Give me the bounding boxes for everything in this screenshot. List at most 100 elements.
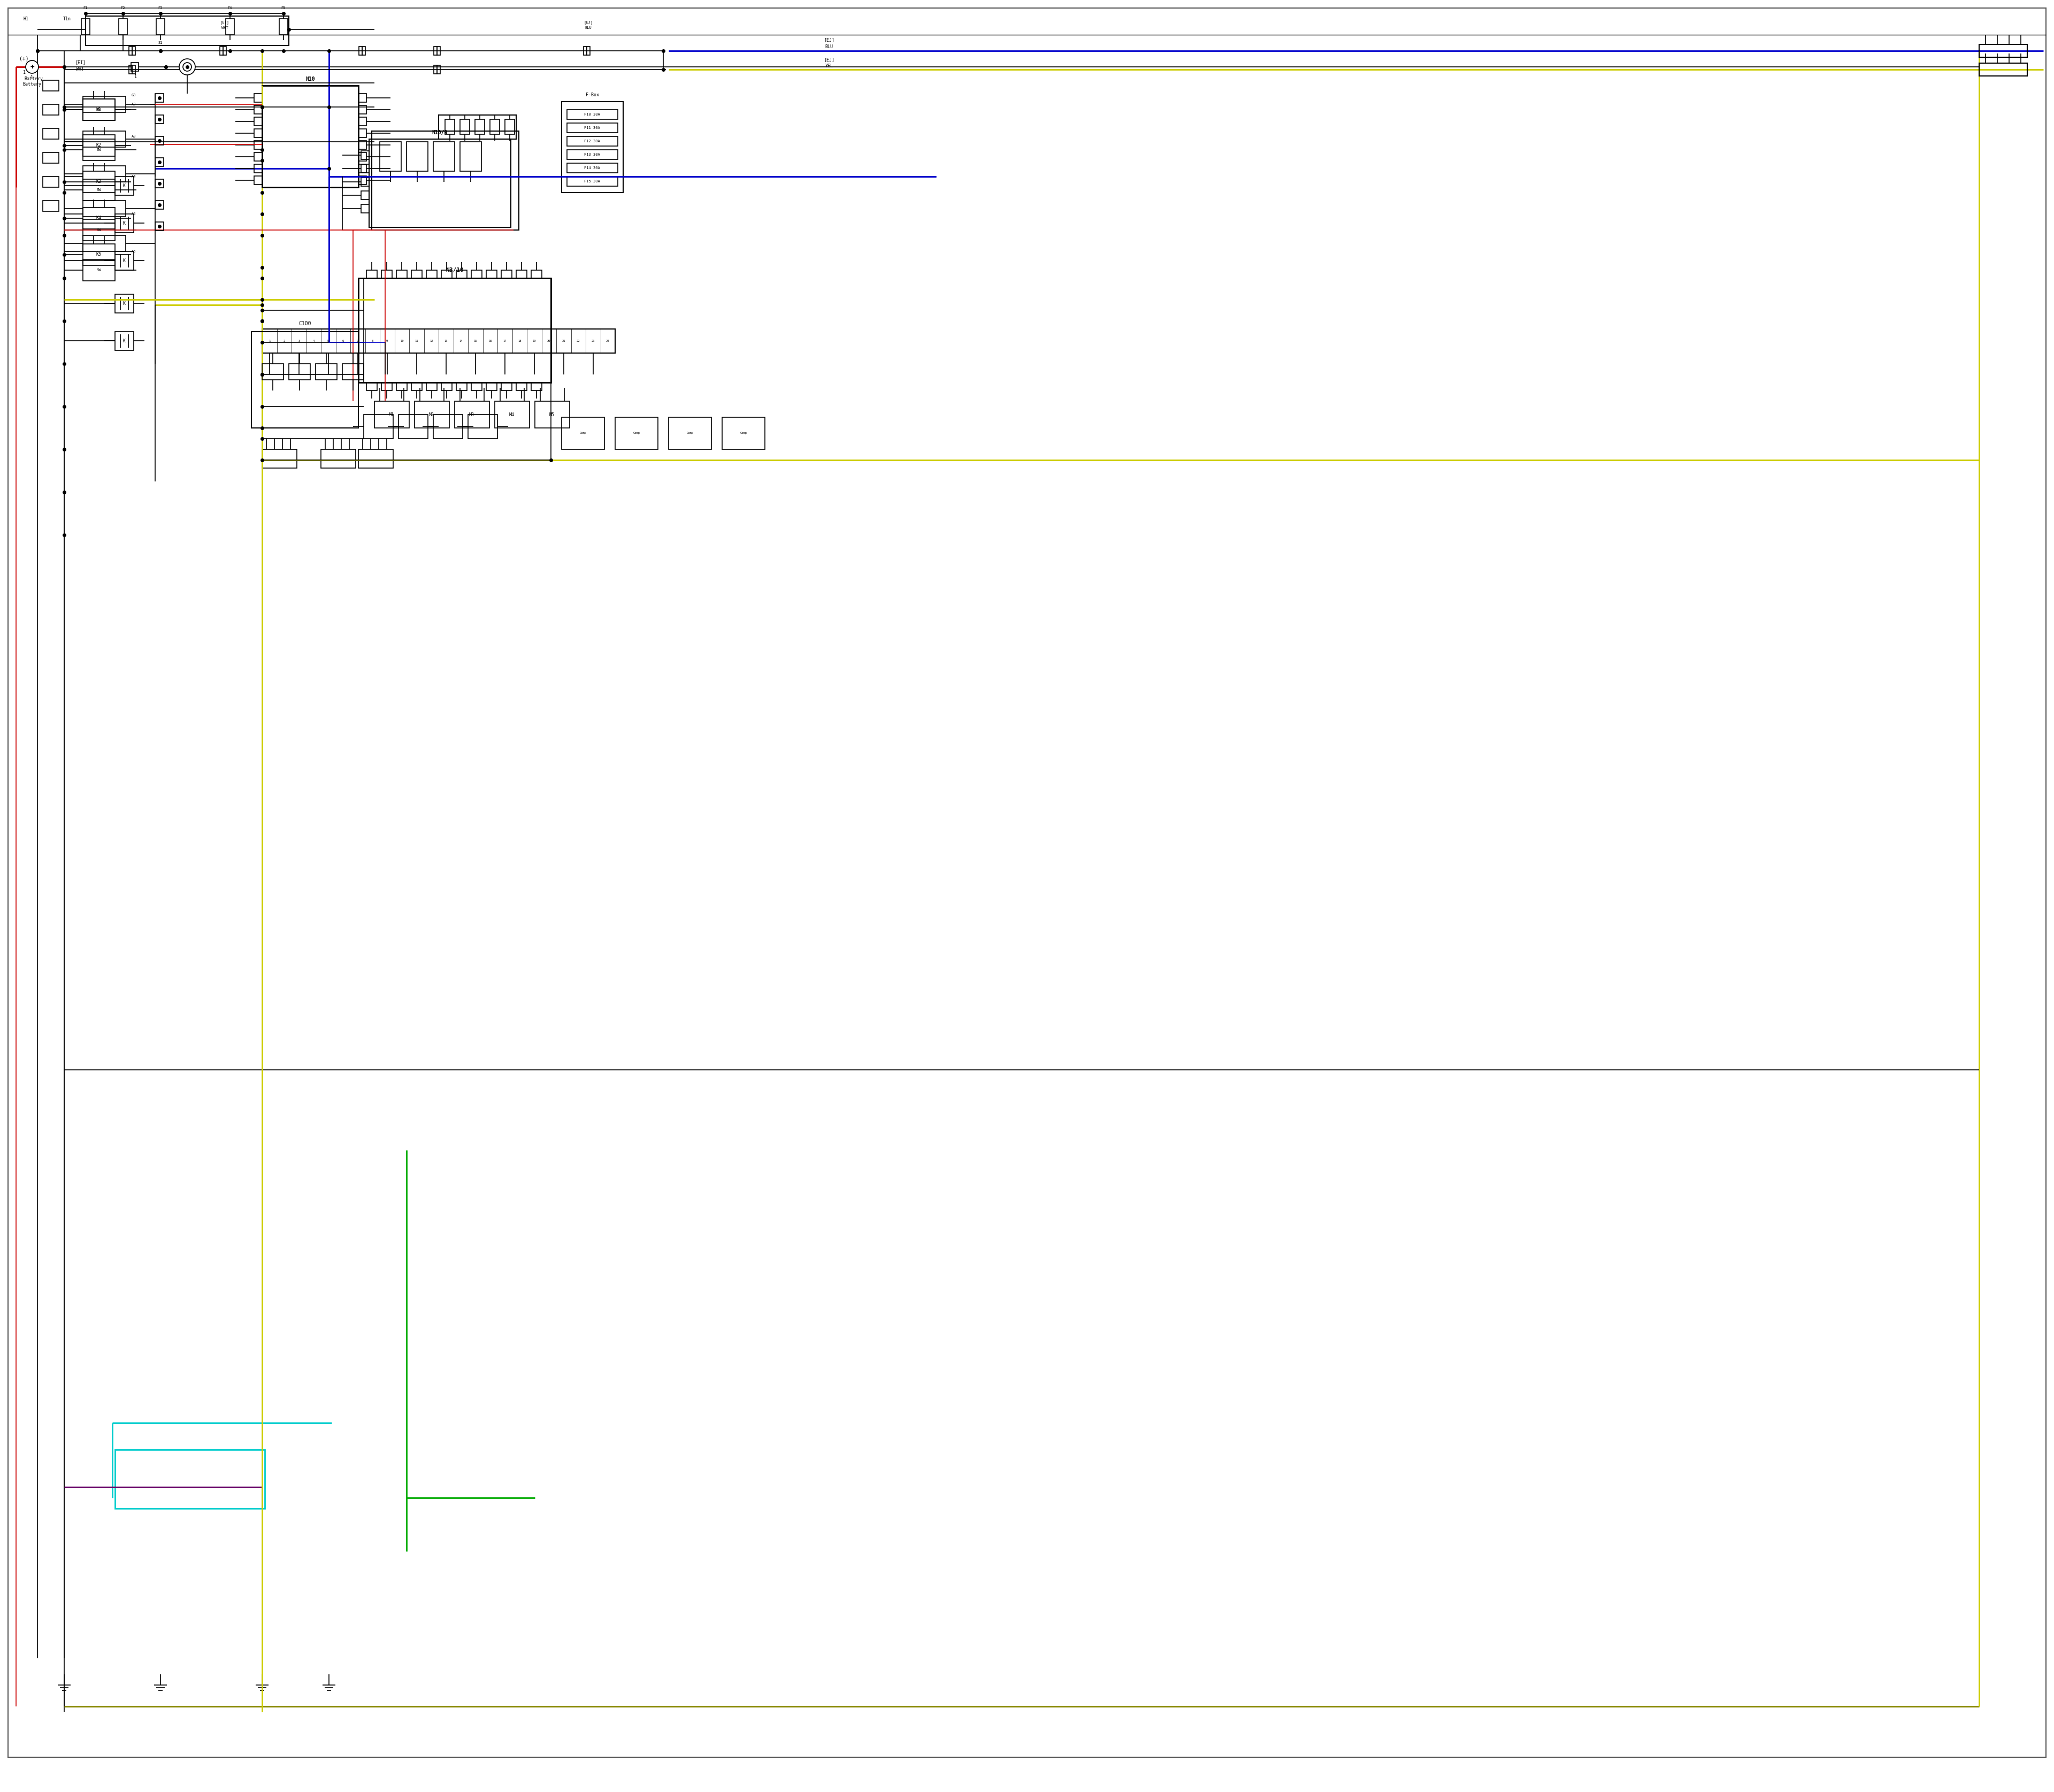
- Text: F4: F4: [228, 7, 232, 9]
- Bar: [411, 382, 421, 391]
- Bar: [263, 86, 357, 186]
- Text: A5: A5: [131, 213, 136, 215]
- Bar: [362, 192, 370, 199]
- Bar: [501, 382, 511, 391]
- Bar: [440, 115, 516, 140]
- Text: A4: A4: [131, 176, 136, 177]
- Text: M2: M2: [429, 412, 433, 418]
- Bar: [156, 115, 164, 124]
- Bar: [131, 47, 136, 56]
- Text: A3: A3: [131, 134, 136, 138]
- Bar: [43, 81, 60, 91]
- Bar: [532, 382, 542, 391]
- Bar: [468, 414, 497, 439]
- Bar: [43, 152, 60, 163]
- Bar: [156, 18, 164, 34]
- Text: SW: SW: [97, 149, 101, 151]
- Bar: [587, 47, 589, 56]
- Text: F12 30A: F12 30A: [583, 140, 600, 143]
- Bar: [43, 177, 60, 186]
- Bar: [82, 97, 125, 113]
- Bar: [357, 129, 366, 138]
- Bar: [357, 106, 366, 115]
- Text: 17: 17: [503, 340, 507, 342]
- Text: N3/10: N3/10: [446, 267, 464, 272]
- Bar: [82, 235, 125, 251]
- Bar: [407, 142, 427, 172]
- Bar: [567, 163, 618, 172]
- Bar: [438, 65, 440, 73]
- Text: K: K: [123, 258, 125, 263]
- Bar: [396, 271, 407, 278]
- Text: 1: 1: [31, 75, 33, 81]
- Text: F1: F1: [84, 7, 88, 9]
- Bar: [516, 382, 528, 391]
- Text: M1: M1: [388, 412, 394, 418]
- Text: G3: G3: [131, 93, 136, 97]
- Bar: [290, 364, 310, 380]
- Text: 19: 19: [532, 340, 536, 342]
- Bar: [362, 165, 370, 172]
- Text: M3: M3: [468, 412, 474, 418]
- Text: 16: 16: [489, 340, 491, 342]
- Bar: [43, 201, 60, 211]
- Bar: [82, 260, 115, 281]
- Bar: [115, 1450, 265, 1509]
- Bar: [411, 271, 421, 278]
- Bar: [82, 140, 115, 161]
- Text: F2: F2: [121, 7, 125, 9]
- Bar: [82, 18, 90, 34]
- Bar: [470, 271, 483, 278]
- Text: (+): (+): [18, 56, 29, 61]
- Bar: [156, 222, 164, 231]
- Bar: [316, 364, 337, 380]
- Bar: [115, 251, 134, 271]
- Text: K: K: [123, 301, 125, 306]
- Bar: [255, 142, 263, 149]
- Bar: [516, 271, 528, 278]
- Text: K1: K1: [97, 108, 101, 113]
- Text: F10 30A: F10 30A: [583, 113, 600, 116]
- Bar: [43, 129, 60, 140]
- Bar: [382, 382, 392, 391]
- Text: F5: F5: [281, 7, 286, 9]
- Bar: [255, 176, 263, 185]
- Bar: [357, 142, 366, 149]
- Text: F15 30A: F15 30A: [583, 179, 600, 183]
- Bar: [534, 401, 569, 428]
- Bar: [82, 179, 115, 201]
- Bar: [487, 271, 497, 278]
- Bar: [357, 176, 366, 185]
- Text: T1n: T1n: [64, 16, 72, 22]
- Text: 18: 18: [518, 340, 522, 342]
- Bar: [255, 129, 263, 138]
- Text: Comp: Comp: [579, 432, 587, 435]
- Text: 15: 15: [474, 340, 477, 342]
- Text: 10: 10: [401, 340, 403, 342]
- Text: K3: K3: [97, 179, 101, 185]
- Text: WHT: WHT: [222, 27, 228, 29]
- Bar: [357, 116, 366, 125]
- Bar: [456, 271, 466, 278]
- Bar: [362, 47, 366, 56]
- Bar: [343, 364, 364, 380]
- Bar: [433, 414, 462, 439]
- Bar: [1980, 45, 2027, 57]
- Text: +: +: [31, 63, 35, 70]
- Text: 1: 1: [134, 73, 138, 79]
- Circle shape: [25, 61, 39, 73]
- Text: A2: A2: [131, 102, 136, 106]
- Bar: [255, 106, 263, 115]
- Bar: [82, 208, 115, 229]
- Text: Comp: Comp: [739, 432, 748, 435]
- Text: 22: 22: [577, 340, 579, 342]
- Bar: [357, 278, 550, 382]
- Bar: [263, 364, 283, 380]
- Text: M4: M4: [509, 412, 516, 418]
- Bar: [372, 131, 520, 229]
- Bar: [357, 450, 392, 468]
- Bar: [398, 414, 427, 439]
- Bar: [86, 16, 290, 45]
- Bar: [156, 136, 164, 145]
- Bar: [115, 332, 134, 351]
